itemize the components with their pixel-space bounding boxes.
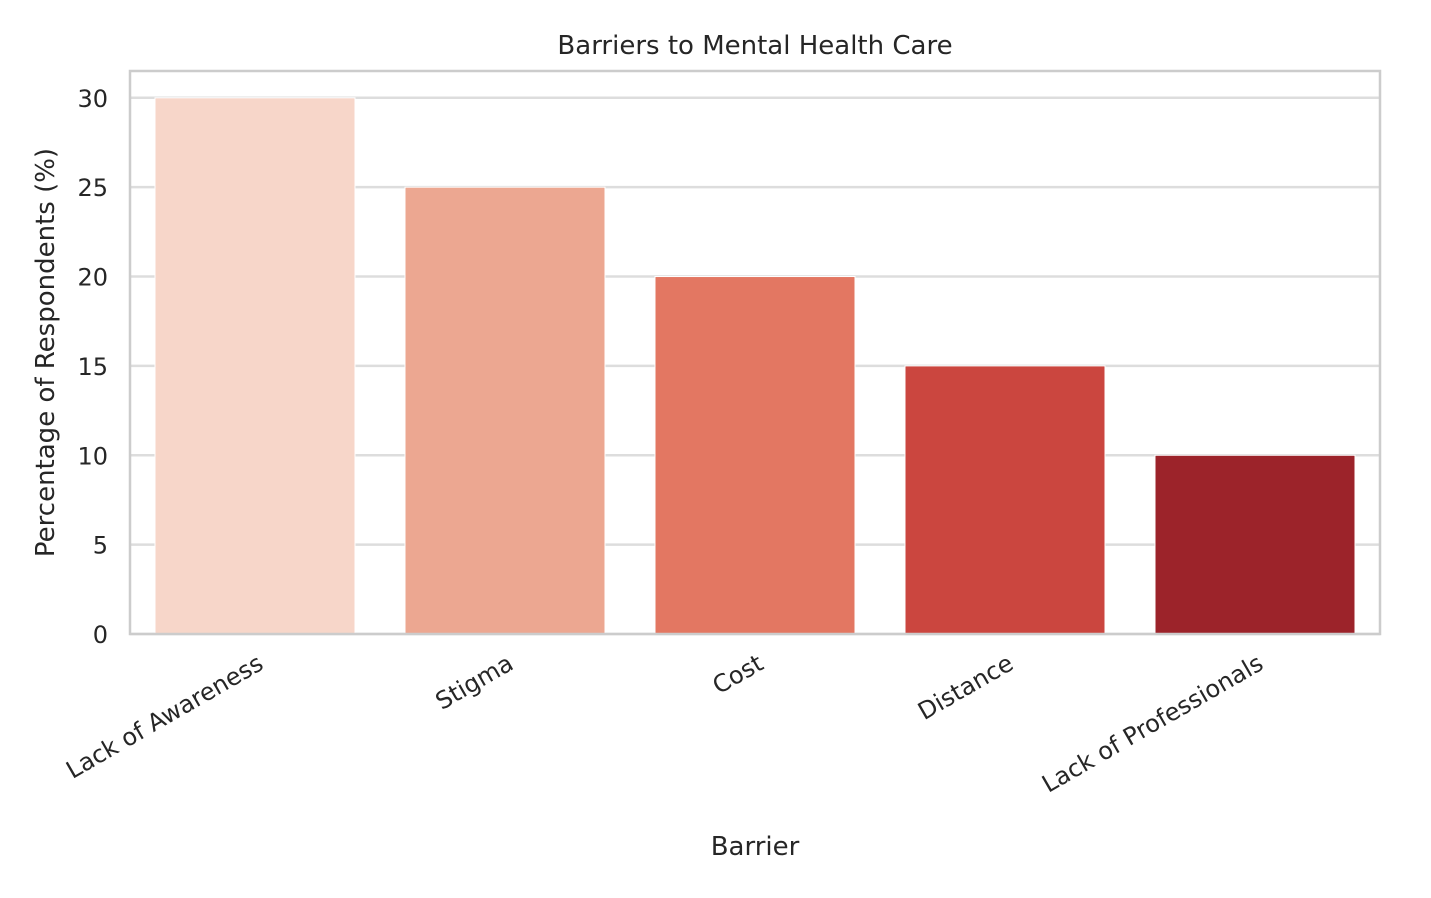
bar-stigma (404, 186, 606, 635)
x-tick-label: Distance (913, 649, 1018, 726)
x-tick-label: Lack of Professionals (1037, 649, 1268, 798)
y-tick-label: 25 (77, 174, 108, 202)
x-tick-label: Cost (708, 649, 768, 700)
x-tick-label: Lack of Awareness (61, 649, 268, 784)
bar-lack-of-professionals (1154, 454, 1356, 635)
chart-title: Barriers to Mental Health Care (557, 31, 952, 61)
y-tick-label: 15 (77, 353, 108, 381)
x-axis-label: Barrier (711, 832, 800, 862)
y-tick-label: 20 (77, 264, 108, 292)
bar-cost (654, 276, 856, 635)
x-tick-label: Stigma (431, 649, 518, 716)
y-tick-label: 30 (77, 85, 108, 113)
y-tick-label: 10 (77, 442, 108, 470)
x-tick-labels: Lack of Awareness Stigma Cost Distance Lack … (61, 649, 1268, 798)
plot-frame (128, 69, 1382, 636)
bar-lack-of-awareness (154, 97, 356, 635)
y-tick-label: 5 (93, 532, 108, 560)
y-tick-label: 0 (93, 621, 108, 649)
y-tick-labels: 0 5 10 15 20 25 30 (77, 85, 108, 649)
y-axis-label: Percentage of Respondents (%) (31, 148, 61, 557)
bar-distance (904, 365, 1106, 635)
